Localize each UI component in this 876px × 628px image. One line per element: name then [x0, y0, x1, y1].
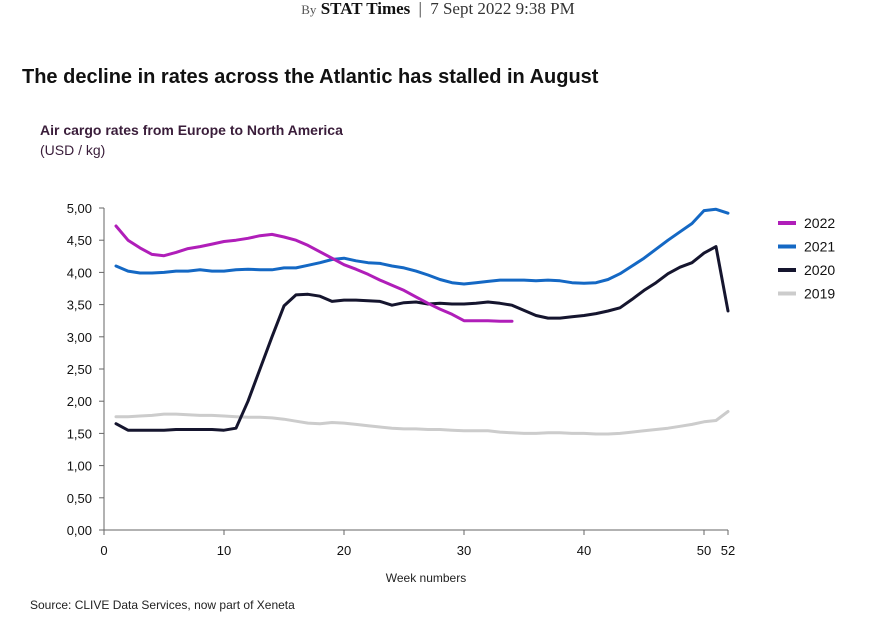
- y-tick-label: 3,00: [67, 330, 92, 345]
- series-line-2019: [114, 410, 730, 436]
- chart-legend: 2022 2021 2020 2019: [778, 215, 835, 302]
- legend-label-2020: 2020: [804, 262, 835, 278]
- legend-label-2022: 2022: [804, 215, 835, 231]
- byline-separator: |: [418, 0, 422, 18]
- byline: By STAT Times | 7 Sept 2022 9:38 PM: [0, 0, 876, 19]
- series-line-2020: [114, 245, 730, 432]
- y-tick-label: 4,50: [67, 233, 92, 248]
- y-tick-label: 5,00: [67, 201, 92, 216]
- byline-datetime: 7 Sept 2022 9:38 PM: [430, 0, 575, 18]
- y-tick-label: 1,00: [67, 459, 92, 474]
- chart-title: Air cargo rates from Europe to North Ame…: [40, 122, 343, 138]
- headline: The decline in rates across the Atlantic…: [22, 66, 599, 88]
- x-tick-label: 50: [697, 543, 711, 558]
- x-axis-ticks: 0 10 20 30 40 50 52: [100, 530, 735, 558]
- chart-axes: [103, 208, 728, 531]
- x-tick-label: 52: [721, 543, 735, 558]
- byline-by: By: [301, 2, 317, 17]
- source-note: Source: CLIVE Data Services, now part of…: [30, 598, 295, 612]
- y-tick-label: 0,50: [67, 491, 92, 506]
- legend-label-2019: 2019: [804, 286, 835, 302]
- y-tick-label: 2,00: [67, 394, 92, 409]
- x-tick-label: 40: [577, 543, 591, 558]
- legend-label-2021: 2021: [804, 239, 835, 255]
- byline-publisher[interactable]: STAT Times: [320, 0, 411, 18]
- x-tick-label: 30: [457, 543, 471, 558]
- chart-subtitle: (USD / kg): [40, 142, 106, 158]
- y-tick-label: 1,50: [67, 426, 92, 441]
- y-tick-label: 2,50: [67, 362, 92, 377]
- chart-series: [114, 207, 730, 436]
- y-axis-ticks: 0,00 0,50 1,00 1,50 2,00 2,50 3,00 3,50 4,00 4,50…: [67, 201, 104, 538]
- y-tick-label: 3,50: [67, 298, 92, 313]
- x-tick-label: 20: [337, 543, 351, 558]
- series-line-2022: [114, 224, 514, 323]
- x-tick-label: 0: [100, 543, 107, 558]
- x-tick-label: 10: [217, 543, 231, 558]
- series-line-2021: [114, 207, 730, 286]
- x-axis-label: Week numbers: [386, 571, 466, 585]
- y-tick-label: 0,00: [67, 523, 92, 538]
- y-tick-label: 4,00: [67, 265, 92, 280]
